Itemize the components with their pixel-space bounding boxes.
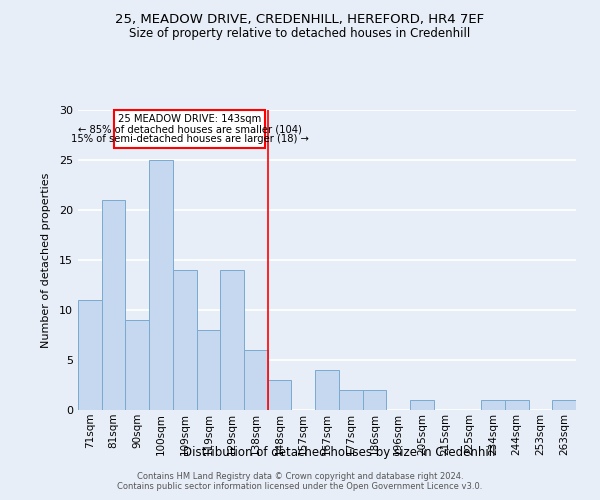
Bar: [220, 270, 244, 410]
Bar: [268, 380, 292, 410]
Bar: [102, 200, 125, 410]
Bar: [481, 400, 505, 410]
Bar: [552, 400, 576, 410]
Bar: [197, 330, 220, 410]
Bar: [315, 370, 339, 410]
Text: Size of property relative to detached houses in Credenhill: Size of property relative to detached ho…: [130, 28, 470, 40]
Bar: [149, 160, 173, 410]
Text: ← 85% of detached houses are smaller (104): ← 85% of detached houses are smaller (10…: [77, 124, 301, 134]
Bar: [125, 320, 149, 410]
Bar: [362, 390, 386, 410]
Text: Contains HM Land Registry data © Crown copyright and database right 2024.: Contains HM Land Registry data © Crown c…: [137, 472, 463, 481]
Bar: [78, 300, 102, 410]
FancyBboxPatch shape: [113, 110, 265, 148]
Text: 25, MEADOW DRIVE, CREDENHILL, HEREFORD, HR4 7EF: 25, MEADOW DRIVE, CREDENHILL, HEREFORD, …: [115, 12, 485, 26]
Text: 15% of semi-detached houses are larger (18) →: 15% of semi-detached houses are larger (…: [71, 134, 308, 144]
Bar: [505, 400, 529, 410]
Bar: [410, 400, 434, 410]
Text: Distribution of detached houses by size in Credenhill: Distribution of detached houses by size …: [183, 446, 495, 459]
Text: Contains public sector information licensed under the Open Government Licence v3: Contains public sector information licen…: [118, 482, 482, 491]
Y-axis label: Number of detached properties: Number of detached properties: [41, 172, 50, 348]
Bar: [173, 270, 197, 410]
Text: 25 MEADOW DRIVE: 143sqm: 25 MEADOW DRIVE: 143sqm: [118, 114, 261, 124]
Bar: [244, 350, 268, 410]
Bar: [339, 390, 362, 410]
